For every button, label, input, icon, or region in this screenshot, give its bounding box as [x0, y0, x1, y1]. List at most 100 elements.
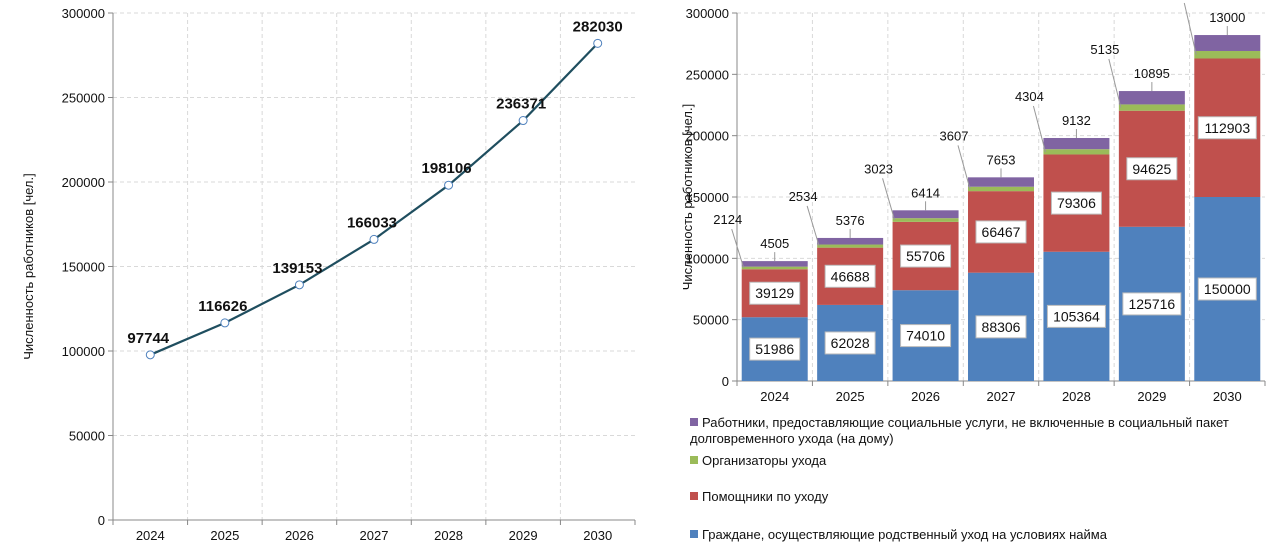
bar-segment	[968, 177, 1034, 187]
data-label-box	[749, 281, 801, 305]
data-label-box	[900, 244, 952, 268]
y-tick-label: 150000	[686, 190, 729, 205]
y-tick-label: 0	[722, 374, 729, 389]
data-label-box	[1126, 157, 1178, 181]
data-label: 94625	[1132, 161, 1171, 177]
leader-line	[957, 145, 971, 190]
data-point	[369, 234, 379, 244]
data-point	[444, 180, 454, 190]
y-tick-label: 250000	[686, 67, 729, 82]
legend-label: Помощники по уходу	[702, 489, 829, 504]
legend-item-workers: Работники, предоставляющие социальные ус…	[690, 415, 1250, 447]
bar-segment	[1194, 35, 1261, 51]
data-point	[593, 38, 603, 48]
data-point	[518, 116, 528, 126]
data-label-box	[1197, 116, 1257, 140]
y-axis-title: Численность работников [чел.]	[21, 173, 36, 360]
y-tick-label: 250000	[62, 91, 105, 106]
legend-item-assistants: Помощники по уходу	[690, 489, 1250, 505]
data-label-box	[1050, 191, 1102, 215]
data-label: 282030	[573, 18, 623, 35]
data-label: 74010	[906, 328, 945, 344]
x-tick-label: 2030	[1213, 389, 1242, 404]
x-tick-label: 2029	[1137, 389, 1166, 404]
bar-segment	[1194, 50, 1261, 59]
data-label: 39129	[755, 285, 794, 301]
data-label: 13000	[1209, 10, 1245, 25]
data-label: 139153	[272, 260, 322, 277]
bar-segment	[1043, 149, 1110, 155]
x-tick-label: 2030	[583, 528, 612, 543]
data-label: 116626	[198, 298, 247, 315]
bar-segment	[1118, 104, 1185, 111]
y-axis-title: Численность работников [чел.]	[680, 104, 695, 291]
data-label: 236371	[496, 96, 546, 113]
data-label: 125716	[1128, 296, 1175, 312]
bar-segment	[1043, 137, 1110, 150]
y-tick-label: 200000	[62, 175, 105, 190]
x-tick-label: 2026	[911, 389, 940, 404]
legend-label: Работники, предоставляющие социальные ус…	[690, 415, 1229, 446]
y-tick-label: 0	[98, 513, 105, 528]
data-label: 3023	[864, 161, 893, 176]
data-point	[220, 318, 230, 328]
legend-item-organizers: Организаторы ухода	[690, 453, 1250, 469]
data-label: 112903	[1204, 120, 1250, 136]
data-label: 166033	[347, 214, 397, 231]
legend-swatch-blue	[690, 530, 698, 538]
data-label-box	[824, 264, 876, 288]
data-label-box	[975, 315, 1027, 339]
data-label: 10895	[1134, 66, 1170, 81]
data-label: 46688	[831, 268, 870, 284]
data-label: 88306	[982, 319, 1021, 335]
y-tick-label: 200000	[686, 129, 729, 144]
x-tick-label: 2029	[509, 528, 538, 543]
data-label-box	[900, 324, 952, 348]
y-tick-label: 50000	[69, 429, 105, 444]
x-tick-label: 2024	[760, 389, 789, 404]
y-tick-label: 150000	[62, 260, 105, 275]
data-label: 79306	[1057, 195, 1096, 211]
x-tick-label: 2024	[136, 528, 165, 543]
y-tick-label: 50000	[693, 313, 729, 328]
data-label-box	[824, 331, 876, 355]
legend-label: Организаторы ухода	[702, 453, 827, 468]
x-tick-label: 2025	[836, 389, 865, 404]
data-label: 97744	[127, 330, 169, 347]
data-label: 7653	[987, 152, 1016, 167]
leader-line	[1108, 58, 1122, 108]
bar-segment	[817, 237, 884, 245]
legend-swatch-red	[690, 492, 698, 500]
bar-segment	[817, 244, 884, 248]
data-label: 62028	[831, 335, 870, 351]
leader-line	[882, 178, 896, 221]
data-label: 2534	[789, 189, 818, 204]
leader-line	[731, 228, 745, 269]
data-label: 3607	[940, 128, 969, 143]
data-label: 2124	[713, 212, 742, 227]
data-label: 5135	[1090, 42, 1119, 57]
data-label-box	[1197, 277, 1257, 301]
data-label: 4304	[1015, 89, 1044, 104]
data-label: 4505	[760, 236, 789, 251]
legend-item-citizens: Граждане, осуществляющие родственный ухо…	[690, 527, 1250, 543]
data-label: 5376	[836, 213, 865, 228]
data-label-box	[1046, 304, 1106, 328]
y-tick-label: 100000	[62, 344, 105, 359]
x-tick-label: 2027	[987, 389, 1016, 404]
data-label-box	[975, 220, 1027, 244]
data-label: 51986	[755, 341, 794, 357]
x-tick-label: 2027	[360, 528, 389, 543]
data-label: 6127	[1166, 0, 1195, 1]
data-label: 6414	[911, 185, 940, 200]
legend-label: Граждане, осуществляющие родственный ухо…	[702, 527, 1107, 542]
data-point	[294, 280, 304, 290]
bar-segment	[741, 261, 808, 267]
data-label: 66467	[982, 224, 1021, 240]
data-label-box	[749, 337, 801, 361]
data-label: 198106	[422, 160, 472, 177]
data-point	[145, 350, 155, 360]
x-tick-label: 2025	[210, 528, 239, 543]
